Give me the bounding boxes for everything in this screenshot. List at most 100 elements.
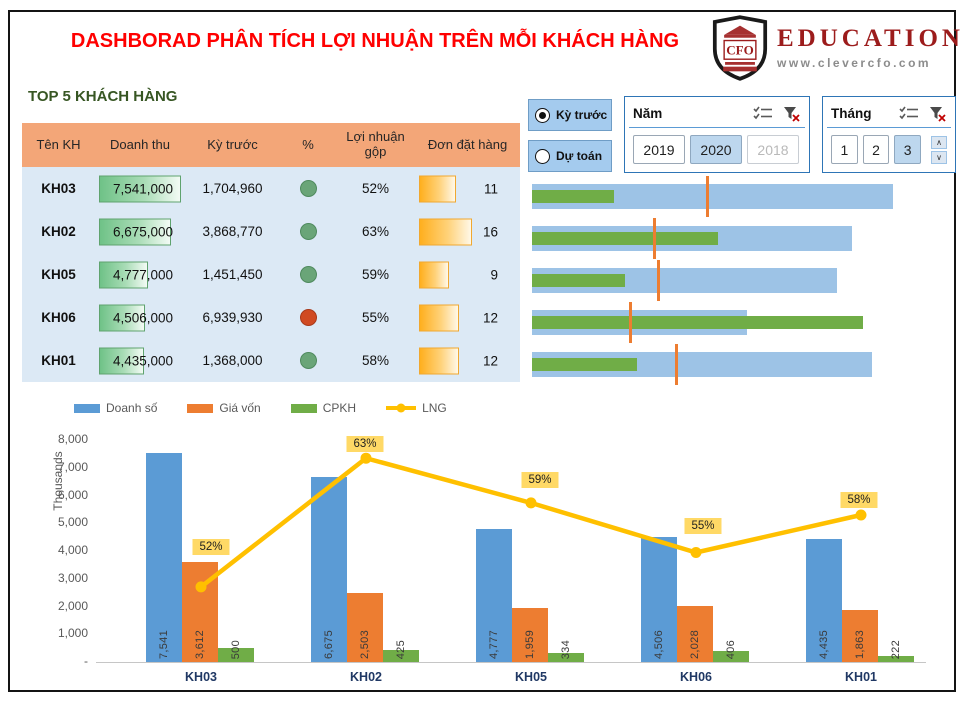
legend-item-0: Doanh số (74, 401, 157, 415)
legend-label: LNG (422, 401, 447, 415)
month-option-1[interactable]: 1 (831, 135, 858, 164)
y-axis-tick: 4,000 (57, 543, 88, 557)
radio-option-0[interactable]: Kỳ trước (528, 99, 612, 131)
customer-name: KH05 (41, 267, 76, 282)
month-slicer-header: Tháng (831, 101, 947, 126)
legend-item-1: Giá vốn (187, 401, 261, 415)
scroll-up-button[interactable]: ∧ (931, 135, 948, 149)
bullet-row-KH05 (528, 260, 958, 302)
month-option-2[interactable]: 2 (862, 135, 890, 164)
multiselect-icon[interactable] (899, 106, 919, 121)
year-option-2020[interactable]: 2020 (690, 135, 742, 164)
orders-value: 16 (482, 224, 498, 239)
y-axis-tick: 8,000 (57, 432, 88, 446)
revenue-value: 4,506,000 (112, 310, 173, 325)
status-up-icon (299, 352, 317, 369)
status-up-icon (299, 266, 317, 283)
legend-line-dot (396, 403, 406, 413)
revenue-cell: 4,435,000 (95, 339, 185, 382)
bullet-chart (528, 176, 958, 386)
multiselect-icon[interactable] (753, 106, 773, 121)
revenue-databar (99, 218, 171, 245)
customer-name: KH03 (41, 181, 76, 196)
gross-margin-value: 52% (361, 181, 390, 196)
previous-period-value: 1,368,000 (202, 353, 263, 368)
revenue-cell: 7,541,000 (95, 167, 185, 210)
column-header-2: Kỳ trước (207, 136, 258, 152)
legend-item-3: LNG (386, 401, 447, 415)
orders-cell: 16 (415, 210, 520, 253)
radio-option-1[interactable]: Dự toán (528, 140, 612, 172)
bullet-previous-bar (532, 190, 614, 203)
lng-marker (855, 509, 867, 521)
orders-cell: 12 (415, 339, 520, 382)
legend-label: CPKH (322, 401, 357, 415)
status-down-icon (299, 309, 317, 326)
category-label: KH02 (350, 670, 382, 684)
lng-percent-label: 52% (192, 538, 230, 555)
bullet-previous-bar (532, 358, 637, 371)
bar-cpkh: 222 (878, 640, 914, 662)
bullet-target-tick (675, 344, 678, 385)
previous-period-value: 3,868,770 (202, 224, 263, 239)
year-slicer: Năm 2019 2020 2018 (624, 96, 810, 173)
category-label: KH01 (845, 670, 877, 684)
legend-swatch (74, 403, 100, 413)
brand-text-block: EDUCATION www.clevercfo.com (777, 24, 964, 70)
legend-swatch (290, 403, 317, 413)
bullet-target-tick (706, 176, 709, 217)
bar-gia-von: 1,863 (842, 610, 878, 662)
y-axis-tick: 6,000 (57, 487, 88, 502)
status-up-icon (299, 180, 317, 197)
radio-label: Dự toán (556, 149, 603, 163)
lng-marker (690, 547, 702, 558)
bullet-row-KH03 (528, 176, 958, 218)
customer-name: KH06 (41, 310, 76, 325)
y-axis-tick: 3,000 (57, 570, 88, 585)
revenue-cell: 4,777,000 (95, 253, 185, 296)
table-row: KH02 6,675,000 3,868,770 63% 16 (22, 210, 520, 253)
svg-text:CFO: CFO (726, 43, 754, 58)
dashboard-frame (8, 10, 956, 692)
bullet-previous-bar (532, 232, 718, 245)
orders-databar (419, 175, 456, 202)
status-cell (280, 180, 336, 197)
cfo-shield-icon: CFO (712, 15, 768, 81)
lng-line-layer (195, 452, 867, 593)
orders-value: 11 (483, 181, 498, 196)
orders-databar (419, 218, 472, 245)
lng-marker (360, 452, 372, 464)
year-option-2019[interactable]: 2019 (633, 135, 685, 164)
bullet-row-KH01 (528, 344, 958, 386)
bar-doanh-so: 4,435 (806, 538, 842, 662)
orders-databar (419, 261, 449, 288)
slicer-divider (827, 127, 951, 128)
clear-filter-icon[interactable] (783, 106, 801, 122)
period-radio-group: Kỳ trước Dự toán (528, 99, 612, 181)
column-header-0: Tên KH (36, 136, 81, 152)
y-axis-tick: 1,000 (57, 626, 88, 641)
status-cell (280, 223, 336, 240)
orders-value: 12 (482, 353, 498, 368)
table-body: KH03 7,541,000 1,704,960 52% 11 KH02 6,675,000… (22, 167, 520, 382)
revenue-value: 4,777,000 (112, 267, 173, 282)
category-label: KH05 (515, 670, 547, 684)
bar-gia-von: 2,503 (347, 592, 383, 662)
legend-swatch (187, 403, 214, 413)
lng-percent-label: 63% (346, 436, 384, 453)
gross-margin-value: 58% (361, 353, 390, 368)
table-section-title: TOP 5 KHÁCH HÀNG (28, 88, 178, 105)
combo-chart: Doanh số Giá vốn CPKH LNG Thousands 8,000 7,… (51, 396, 955, 688)
year-option-2018[interactable]: 2018 (747, 135, 799, 164)
year-slicer-items: 2019 2020 2018 (633, 135, 801, 164)
revenue-value: 7,541,000 (112, 181, 173, 196)
scroll-down-button[interactable]: ∨ (931, 150, 948, 164)
clear-filter-icon[interactable] (929, 106, 947, 122)
customer-name: KH02 (41, 224, 76, 239)
bar-gia-von: 2,028 (677, 605, 713, 662)
month-option-3[interactable]: 3 (894, 135, 922, 164)
revenue-databar (99, 261, 148, 288)
bar-doanh-so: 7,541 (146, 452, 182, 662)
brand-name: EDUCATION (777, 24, 964, 52)
